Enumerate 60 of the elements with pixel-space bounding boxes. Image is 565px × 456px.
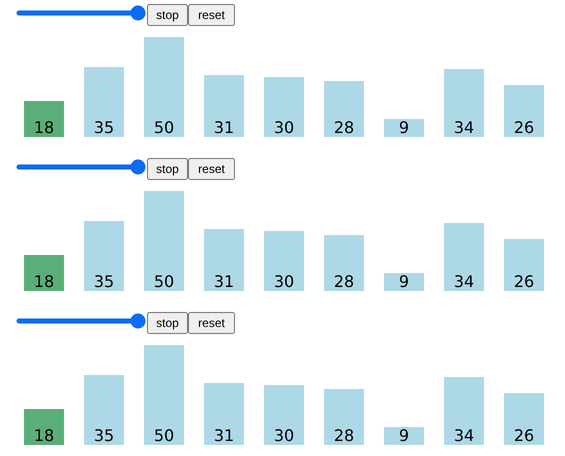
data-label: 34 (454, 272, 474, 291)
data-label: 26 (514, 426, 534, 445)
data-label: 34 (454, 118, 474, 137)
bar (324, 81, 364, 137)
button: stop (147, 158, 188, 180)
button: reset (188, 158, 235, 180)
bar (264, 77, 304, 137)
button: stop (147, 312, 188, 334)
data-label: 50 (154, 426, 174, 445)
data-label: 31 (214, 272, 234, 291)
bar (84, 221, 124, 291)
bar (144, 345, 184, 445)
bar (444, 377, 484, 445)
bar (144, 37, 184, 137)
data-label: 26 (514, 272, 534, 291)
bar (24, 409, 64, 445)
bar (204, 75, 244, 137)
bar (324, 389, 364, 445)
bar (204, 383, 244, 445)
bar (24, 101, 64, 137)
data-label: 35 (94, 426, 114, 445)
bar (444, 69, 484, 137)
data-label: 28 (334, 426, 354, 445)
data-label: 18 (34, 272, 54, 291)
data-label: 31 (214, 426, 234, 445)
data-label: 30 (274, 272, 294, 291)
bar (24, 255, 64, 291)
data-label: 9 (398, 272, 410, 291)
bar (504, 393, 544, 445)
data-label: 26 (514, 118, 534, 137)
data-label: 28 (334, 272, 354, 291)
data-label: 18 (34, 426, 54, 445)
bar (264, 231, 304, 291)
bar (504, 239, 544, 291)
data-label: 9 (398, 426, 410, 445)
bar (204, 229, 244, 291)
data-label: 31 (214, 118, 234, 137)
button: reset (188, 4, 235, 26)
bar (444, 223, 484, 291)
data-label: 30 (274, 426, 294, 445)
button: reset (188, 312, 235, 334)
bar (144, 191, 184, 291)
bar (504, 85, 544, 137)
data-label: 9 (398, 118, 410, 137)
button: stop (147, 4, 188, 26)
bar (264, 385, 304, 445)
data-label: 50 (154, 272, 174, 291)
data-label: 34 (454, 426, 474, 445)
data-label: 50 (154, 118, 174, 137)
data-label: 28 (334, 118, 354, 137)
data-label: 30 (274, 118, 294, 137)
bar (84, 375, 124, 445)
data-label: 18 (34, 118, 54, 137)
bar (384, 273, 424, 291)
bar (84, 67, 124, 137)
bar (384, 119, 424, 137)
data-label: 35 (94, 118, 114, 137)
bar (384, 427, 424, 445)
data-label: 35 (94, 272, 114, 291)
bar (324, 235, 364, 291)
